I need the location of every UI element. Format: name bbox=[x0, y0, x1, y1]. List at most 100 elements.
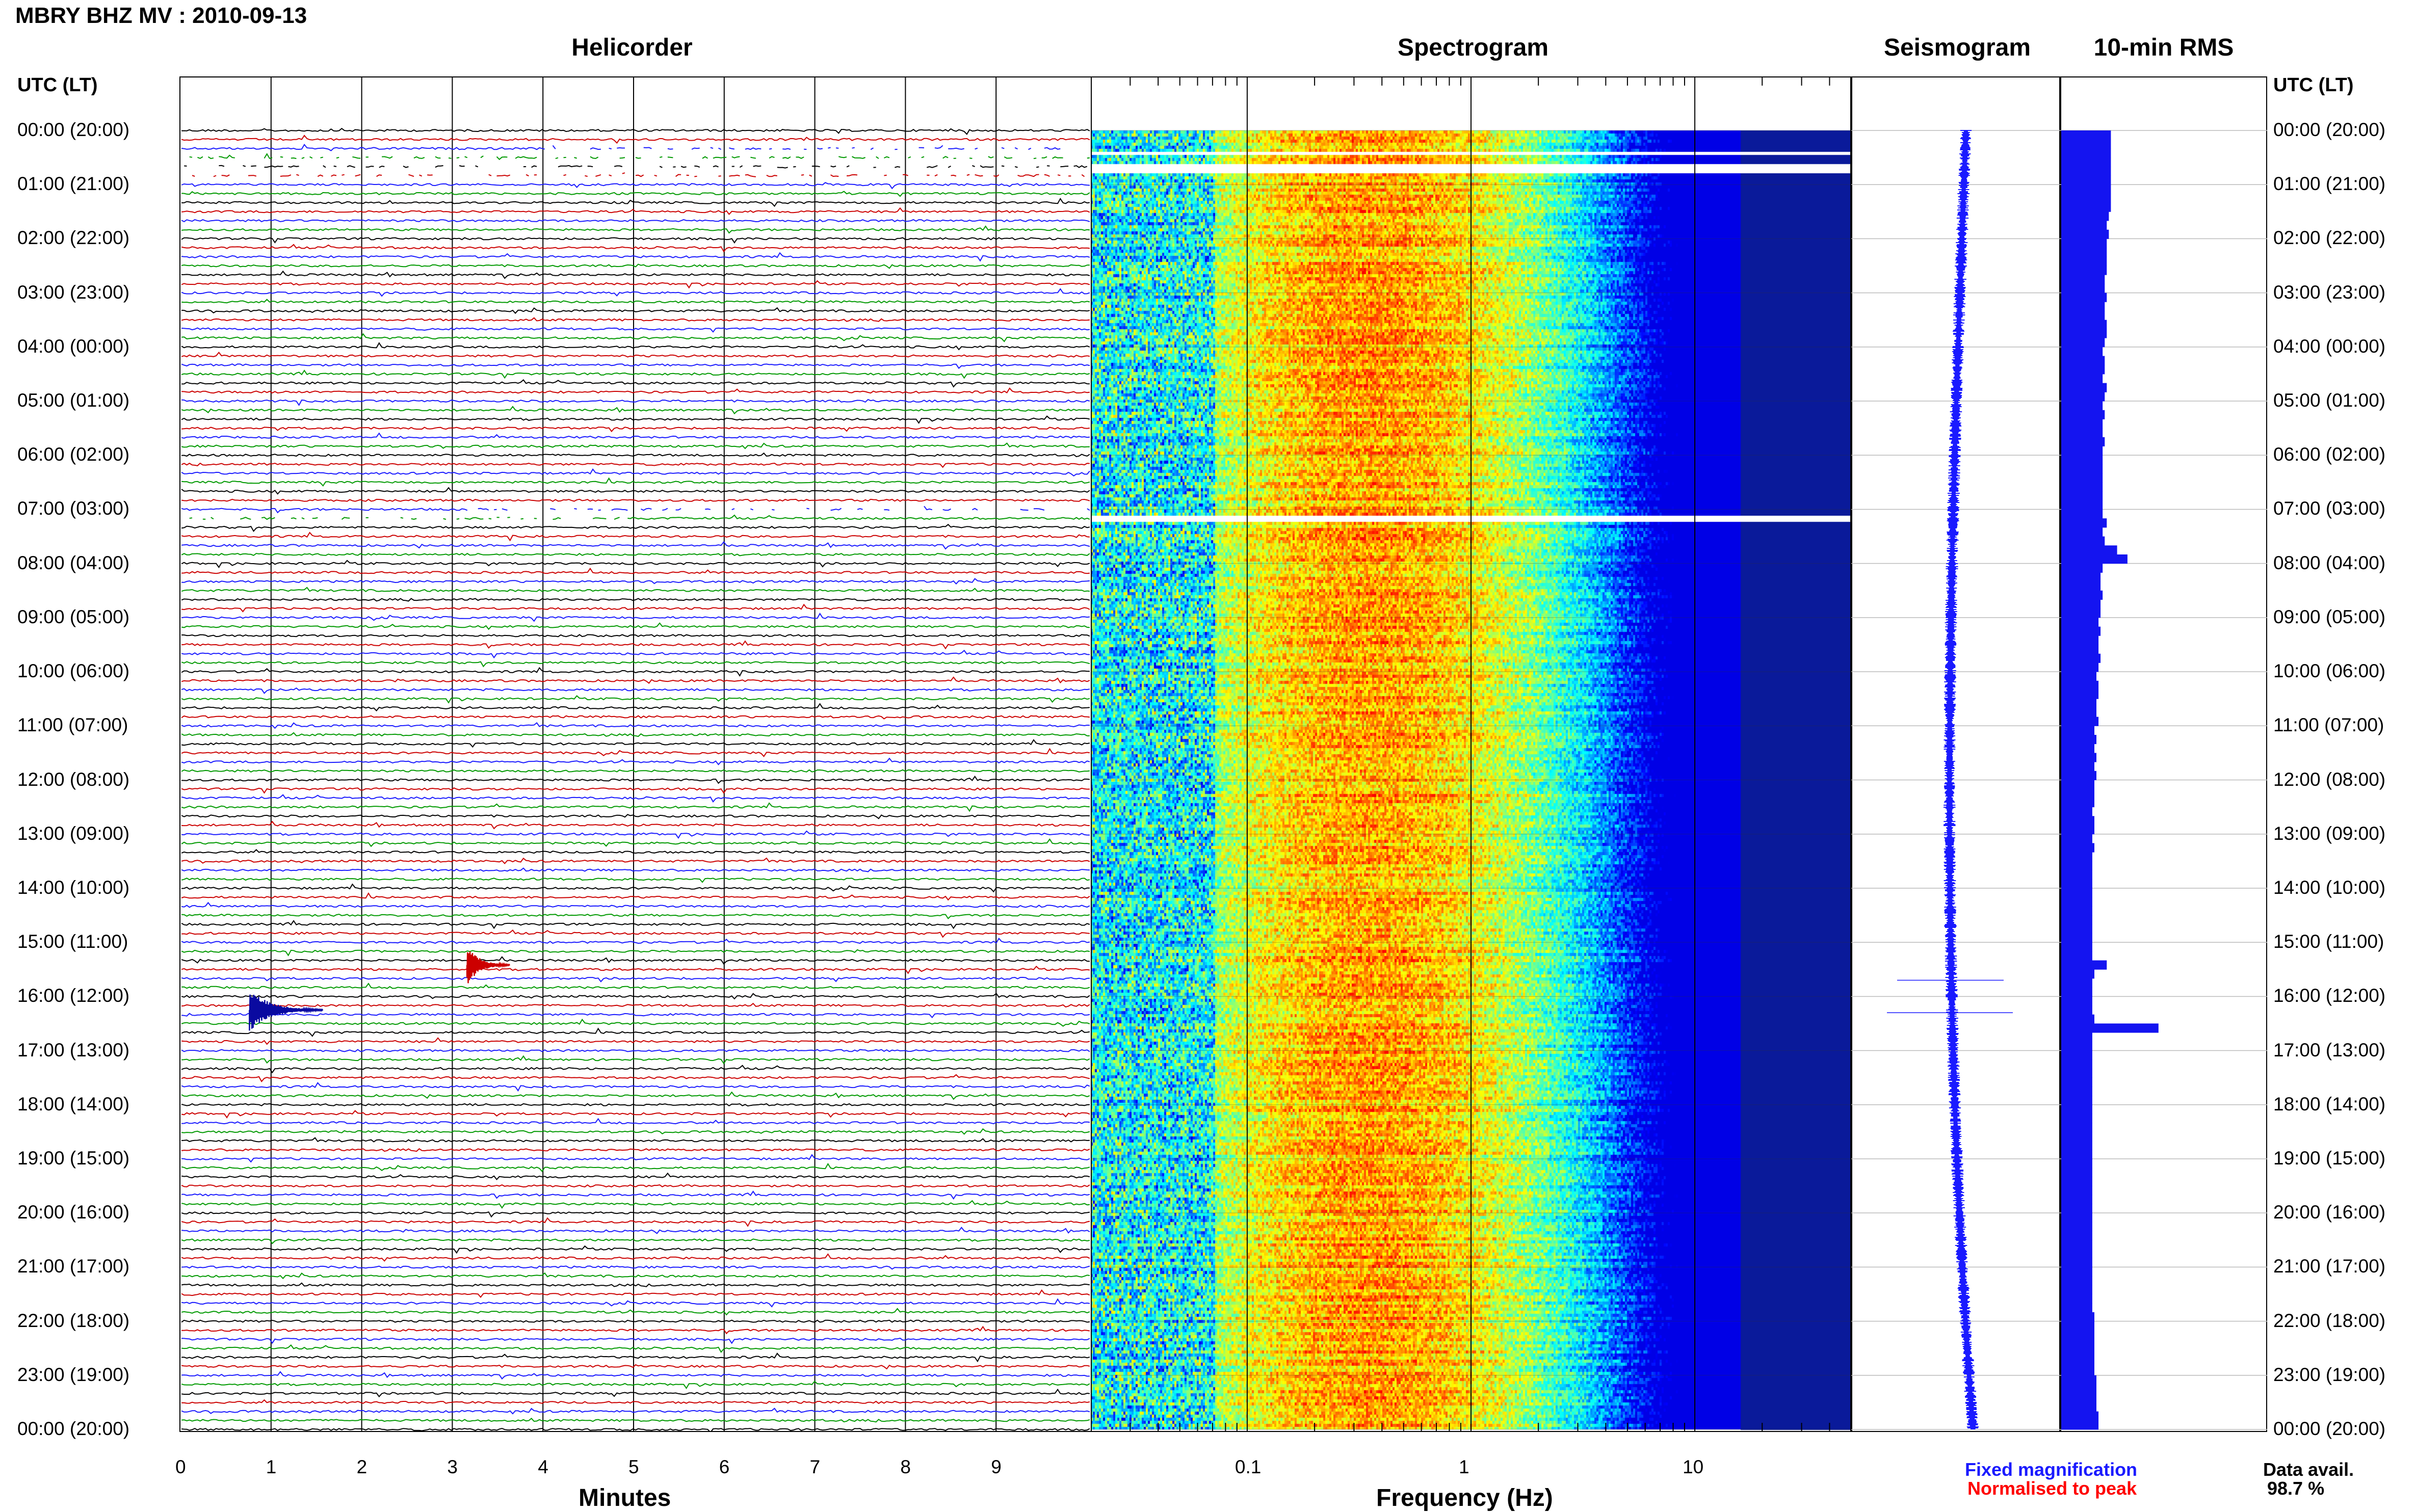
helicorder-trace bbox=[181, 468, 1090, 477]
time-label-left: 06:00 (02:00) bbox=[17, 444, 130, 465]
rms-bar bbox=[2061, 491, 2103, 501]
rms-bar bbox=[2061, 383, 2107, 392]
rms-bar bbox=[2061, 536, 2105, 546]
time-label-right: 22:00 (18:00) bbox=[2273, 1310, 2386, 1331]
helicorder-trace bbox=[181, 1184, 1090, 1188]
helicorder-trace bbox=[181, 1118, 1090, 1125]
rms-bar bbox=[2061, 320, 2107, 329]
seismogram-title: Seismogram bbox=[1883, 34, 2031, 61]
rms-bar bbox=[2061, 347, 2103, 356]
rms-bar bbox=[2061, 807, 2092, 816]
rms-bar bbox=[2061, 672, 2096, 681]
rms-bar bbox=[2061, 455, 2103, 465]
frequency-axis-label: Frequency (Hz) bbox=[1376, 1484, 1553, 1511]
helicorder-trace bbox=[181, 1091, 1090, 1100]
rms-bar bbox=[2061, 689, 2099, 699]
frequency-tick-label: 10 bbox=[1683, 1456, 1704, 1477]
rms-bar bbox=[2061, 581, 2101, 591]
rms-bar bbox=[2061, 1339, 2094, 1349]
rms-bar bbox=[2061, 753, 2096, 762]
time-label-left: 01:00 (21:00) bbox=[17, 173, 130, 195]
minutes-tick-label: 7 bbox=[809, 1456, 821, 1477]
helicorder-trace bbox=[181, 613, 1090, 622]
helicorder-trace bbox=[181, 622, 1090, 630]
helicorder-trace bbox=[181, 252, 1090, 262]
helicorder-trace bbox=[181, 867, 1090, 872]
time-label-right: 01:00 (21:00) bbox=[2273, 173, 2386, 195]
helicorder-trace bbox=[181, 598, 1090, 602]
page-title: MBRY BHZ MV : 2010-09-13 bbox=[15, 3, 307, 28]
utc-label-left: UTC (LT) bbox=[17, 74, 98, 96]
helicorder-trace bbox=[181, 1388, 1090, 1398]
helicorder-panel bbox=[179, 76, 1092, 1432]
rms-bar bbox=[2061, 608, 2101, 618]
helicorder-trace bbox=[181, 191, 1090, 197]
seismogram-trace bbox=[1944, 130, 1979, 1429]
time-label-right: 10:00 (06:00) bbox=[2273, 660, 2386, 682]
helicorder-trace bbox=[181, 327, 1090, 333]
helicorder-trace bbox=[181, 552, 1090, 556]
helicorder-trace bbox=[181, 1344, 1090, 1353]
rms-bar bbox=[2061, 329, 2107, 338]
rms-bar bbox=[2061, 771, 2096, 780]
rms-bar bbox=[2061, 221, 2107, 230]
time-label-right: 05:00 (01:00) bbox=[2273, 390, 2386, 411]
rms-bar bbox=[2061, 1231, 2092, 1240]
frequency-tick-label: 0.1 bbox=[1235, 1456, 1262, 1477]
time-label-left: 17:00 (13:00) bbox=[17, 1039, 130, 1060]
helicorder-trace bbox=[181, 956, 1090, 965]
helicorder-trace bbox=[181, 567, 1090, 574]
rms-bar bbox=[2061, 419, 2103, 429]
minutes-tick-label: 3 bbox=[447, 1456, 458, 1477]
rms-bar bbox=[2061, 166, 2111, 176]
rms-bar bbox=[2061, 1059, 2092, 1069]
rms-bar bbox=[2061, 707, 2096, 718]
helicorder-trace bbox=[181, 1190, 1090, 1200]
helicorder-trace bbox=[181, 1200, 1090, 1209]
minutes-tick-label: 6 bbox=[719, 1456, 730, 1477]
rms-bar bbox=[2061, 482, 2103, 492]
helicorder-trace bbox=[181, 387, 1090, 394]
helicorder-trace bbox=[181, 634, 1090, 638]
helicorder-trace bbox=[181, 1027, 1090, 1037]
rms-bar bbox=[2061, 870, 2092, 880]
time-label-left: 08:00 (04:00) bbox=[17, 552, 130, 573]
rms-bar bbox=[2061, 969, 2094, 979]
helicorder-trace bbox=[181, 676, 1090, 684]
rms-bar bbox=[2061, 1168, 2092, 1177]
helicorder-trace bbox=[181, 487, 1090, 495]
helicorder-trace bbox=[181, 237, 1090, 244]
helicorder-trace bbox=[181, 1298, 1090, 1308]
rms-bar bbox=[2061, 852, 2092, 862]
minutes-tick-label: 4 bbox=[538, 1456, 548, 1477]
helicorder-trace bbox=[181, 363, 1090, 369]
helicorder-trace bbox=[189, 153, 1090, 161]
rms-bar bbox=[2061, 590, 2103, 600]
rms-bar bbox=[2061, 825, 2094, 835]
minutes-tick-label: 2 bbox=[356, 1456, 367, 1477]
helicorder-trace bbox=[181, 307, 1090, 314]
minutes-tick-label: 9 bbox=[991, 1456, 1002, 1477]
helicorder-trace bbox=[181, 280, 1090, 289]
helicorder-trace bbox=[181, 913, 1090, 919]
rms-bar bbox=[2061, 1285, 2092, 1294]
helicorder-event bbox=[466, 951, 511, 984]
helicorder-trace bbox=[181, 687, 1090, 694]
rms-bar bbox=[2061, 1104, 2092, 1114]
helicorder-trace bbox=[181, 703, 1090, 712]
helicorder-trace bbox=[181, 1103, 1090, 1107]
rms-bar bbox=[2061, 1050, 2092, 1060]
rms-bar bbox=[2061, 978, 2092, 988]
helicorder-trace bbox=[181, 399, 1090, 406]
helicorder-trace bbox=[181, 1408, 1090, 1415]
rms-bar bbox=[2061, 1077, 2092, 1087]
rms-bar bbox=[2061, 130, 2111, 140]
rms-bar bbox=[2061, 1023, 2159, 1033]
helicorder-trace bbox=[181, 722, 1090, 729]
helicorder-trace bbox=[181, 587, 1090, 592]
rms-bar bbox=[2061, 473, 2103, 483]
rms-bar bbox=[2061, 175, 2111, 185]
helicorder-trace bbox=[181, 603, 1090, 613]
time-label-right: 12:00 (08:00) bbox=[2273, 768, 2386, 790]
helicorder-trace bbox=[181, 477, 1090, 487]
